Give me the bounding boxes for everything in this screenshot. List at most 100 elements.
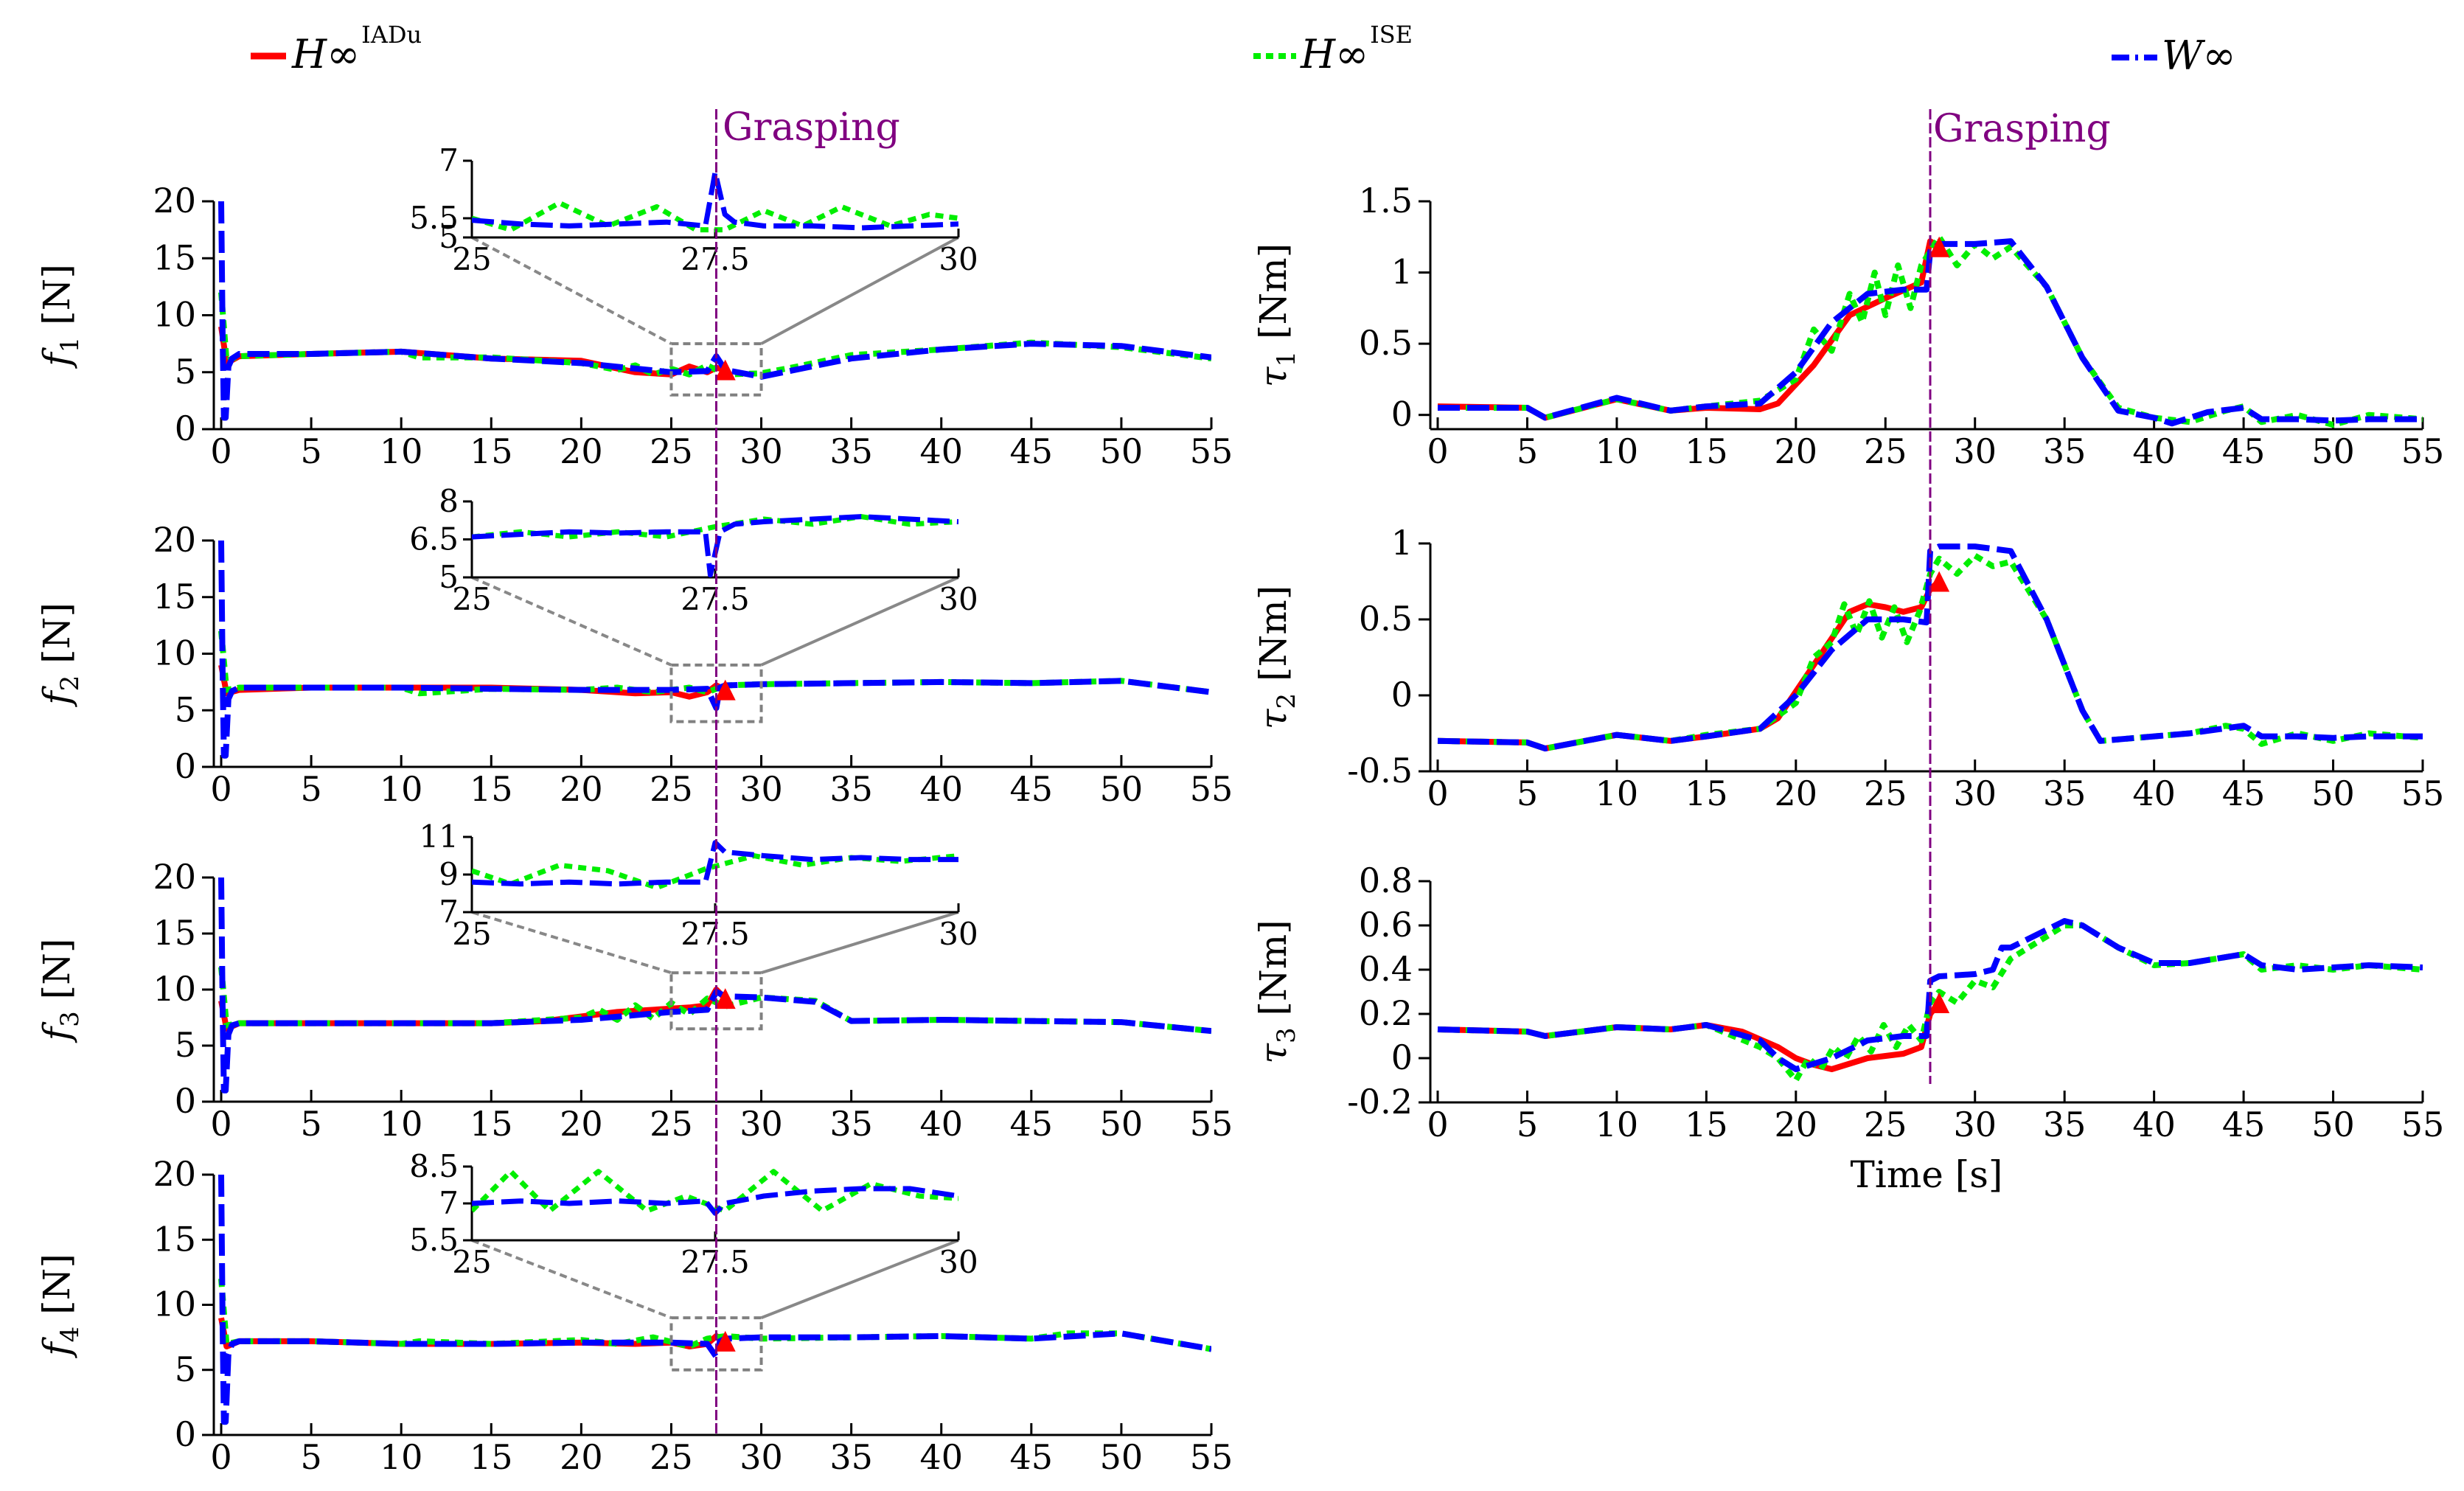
tau2-xtick-label: 5 [1517, 774, 1538, 813]
f4-inset-ytick-label: 7 [439, 1185, 459, 1221]
f1-xtick-label: 10 [380, 431, 423, 471]
f2-xtick-label: 10 [380, 769, 423, 809]
f3-xtick-label: 15 [470, 1104, 513, 1144]
f3-xtick-label: 0 [210, 1104, 232, 1144]
legend-label-w: W∞ [2162, 32, 2236, 79]
tau1-y-label-symbol: τ [1252, 366, 1295, 387]
f3-xtick-label: 25 [650, 1104, 693, 1144]
f3-xtick-label: 55 [1190, 1104, 1233, 1144]
tau2-grasp-marker [1929, 571, 1950, 592]
tau1-series-blue [1438, 238, 2423, 427]
f1-xtick-label: 40 [919, 431, 963, 471]
tau1-xtick-label: 30 [1953, 431, 1997, 471]
f4-xtick-label: 25 [650, 1437, 693, 1477]
f1-xtick-label: 25 [650, 431, 693, 471]
tau3-ytick-label: 0.6 [1359, 905, 1413, 945]
f2-y-label-sub: 2 [55, 675, 85, 692]
f3-xtick-label: 50 [1100, 1104, 1144, 1144]
f1-xtick-label: 5 [300, 431, 321, 471]
f4-ytick-label: 20 [153, 1154, 196, 1194]
tau2-xtick-label: 35 [2043, 774, 2087, 813]
f3-grasp-marker [714, 988, 736, 1009]
svg-text:H∞ISE: H∞ISE [1300, 21, 1413, 77]
f2-ytick-label: 15 [153, 577, 196, 616]
f1-zoom-connector-left [471, 236, 672, 345]
f3-xtick-label: 40 [919, 1104, 963, 1144]
tau3-ytick-label: -0.2 [1347, 1082, 1413, 1122]
f3-inset-xtick-label: 25 [452, 916, 491, 952]
f1-ytick-label: 15 [153, 237, 196, 277]
tau3-series-green [1437, 922, 2423, 1083]
grasping-label-right: Grasping [1933, 107, 2111, 151]
tau2-y-label-symbol: τ [1252, 708, 1295, 729]
f4-ytick-label: 15 [153, 1219, 196, 1259]
f2-inset-ytick-label: 8 [439, 483, 459, 519]
f3-zoom-connector-left [471, 911, 672, 975]
tau3-y-label-unit: [Nm] [1252, 920, 1295, 1027]
f1-xtick-label: 30 [739, 431, 783, 471]
f3-y-label-unit: [N] [35, 939, 78, 1012]
f2-inset-ytick-label: 5 [439, 559, 459, 595]
f4-ytick-label: 0 [175, 1414, 196, 1454]
f3-xtick-label: 35 [829, 1104, 873, 1144]
f2-zoom-connector-right [760, 576, 959, 667]
tau2-y-label: τ2 [Nm] [1252, 585, 1301, 729]
f1-xtick-label: 20 [560, 431, 603, 471]
f4-grasp-marker [714, 1330, 736, 1352]
f3-ytick-label: 0 [175, 1081, 196, 1121]
f3-ytick-label: 20 [153, 857, 196, 897]
f2-inset-xtick-label: 27.5 [681, 581, 750, 617]
f2-xtick-label: 30 [739, 769, 783, 809]
f3-xtick-label: 20 [560, 1104, 603, 1144]
f1-y-label-sub: 1 [55, 337, 85, 353]
tau3-xtick-label: 20 [1775, 1105, 1818, 1144]
f1-xtick-label: 0 [210, 431, 232, 471]
tau2-xtick-label: 45 [2222, 774, 2266, 813]
tau1-xtick-label: 40 [2132, 431, 2176, 471]
f2-xtick-label: 35 [829, 769, 873, 809]
tau3-series-red [1437, 1001, 1942, 1072]
tau3-series-blue [1437, 918, 2423, 1072]
f2-xtick-label: 20 [560, 769, 603, 809]
tau1-ytick-label: 0.5 [1359, 323, 1413, 363]
tau2-xtick-label: 0 [1427, 774, 1448, 813]
f1-inset-ytick-label: 7 [439, 142, 459, 178]
f3-ytick-label: 5 [175, 1025, 196, 1065]
tau3-ytick-label: 0.2 [1359, 993, 1413, 1033]
tau1-xtick-label: 25 [1864, 431, 1907, 471]
tau1-grasp-marker [1929, 236, 1950, 257]
tau2-xtick-label: 15 [1685, 774, 1728, 813]
tau1-y-label: τ1 [Nm] [1252, 243, 1301, 387]
panel-tau3: -0.2 0 0.20.40.6 0.8 0 5 10 15 20 25 30 35 40 45 50 55 τ… [1252, 861, 2444, 1144]
f1-y-label: f1 [N] [35, 264, 85, 369]
f4-xtick-label: 55 [1190, 1437, 1233, 1477]
tau1-xtick-label: 20 [1775, 431, 1818, 471]
f4-y-label-unit: [N] [35, 1254, 78, 1327]
tau2-xtick-label: 50 [2311, 774, 2355, 813]
f4-inset-ytick-label: 5.5 [409, 1222, 459, 1258]
tau1-ytick-label: 1.5 [1359, 181, 1413, 220]
tau1-xtick-label: 35 [2043, 431, 2087, 471]
f1-inset-ytick-label: 5.5 [409, 200, 459, 236]
f3-xtick-label: 5 [300, 1104, 321, 1144]
f4-inset: 5.578.5 25 27.5 30 [409, 1148, 978, 1280]
tau3-xtick-label: 40 [2132, 1105, 2176, 1144]
f4-inset-xtick-label: 25 [452, 1244, 491, 1280]
f4-xtick-label: 20 [560, 1437, 603, 1477]
f3-xtick-label: 30 [739, 1104, 783, 1144]
legend-label-iadu: H∞ [291, 31, 360, 77]
f4-xtick-label: 0 [210, 1437, 232, 1477]
f3-xtick-label: 45 [1010, 1104, 1054, 1144]
f1-series-blue [218, 201, 1211, 421]
f3-series-blue [218, 877, 1211, 1094]
legend-sup-ise: ISE [1370, 21, 1413, 49]
legend: H∞IADu H∞ISE W∞ [251, 21, 2236, 79]
f4-xtick-label: 35 [829, 1437, 873, 1477]
tau3-xtick-label: 45 [2222, 1105, 2266, 1144]
f2-inset-ytick-label: 6.5 [409, 521, 459, 557]
svg-text:H∞IADu: H∞IADu [291, 21, 422, 77]
f4-xtick-label: 40 [919, 1437, 963, 1477]
tau3-ytick-label: 0.4 [1359, 949, 1413, 989]
